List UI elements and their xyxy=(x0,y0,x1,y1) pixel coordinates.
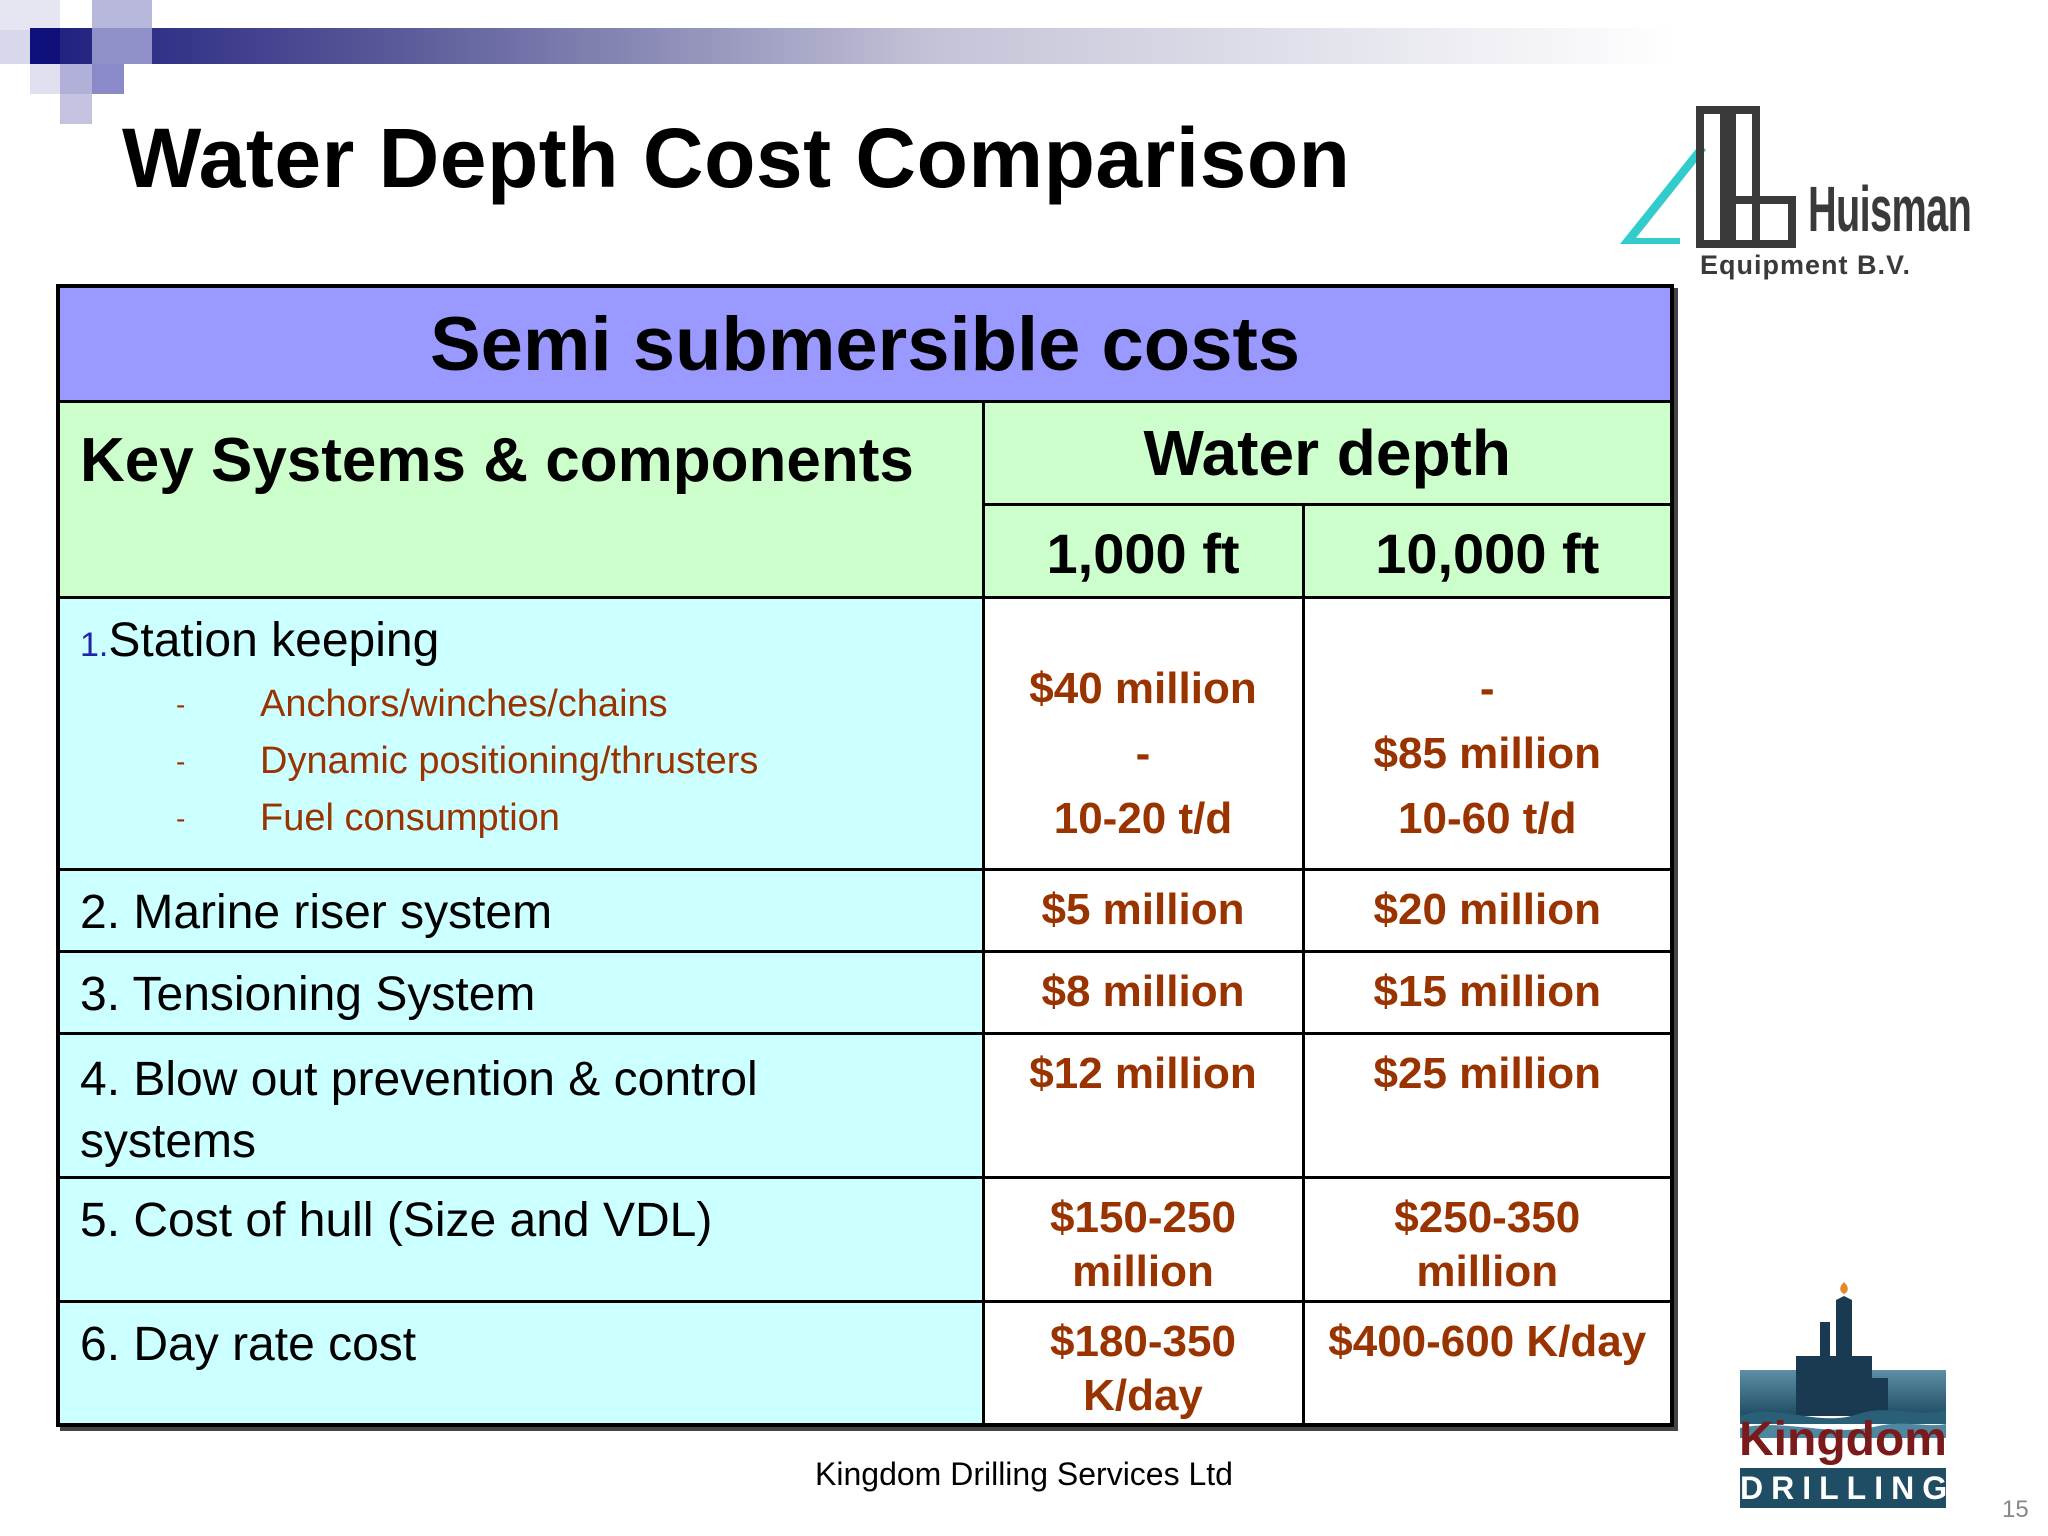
item-number: 1. xyxy=(80,626,109,664)
row-label: 5. Cost of hull (Size and VDL) xyxy=(56,1176,985,1303)
gradient-bar xyxy=(40,28,1676,64)
value-cell: $5 million xyxy=(981,868,1305,953)
decor-square xyxy=(60,64,92,94)
kingdom-logo-word: Kingdom xyxy=(1739,1413,1947,1466)
table-row: 4. Blow out prevention & control systems… xyxy=(56,1032,1674,1179)
decor-square xyxy=(92,28,152,64)
value-cell: $150-250 million xyxy=(981,1176,1305,1303)
decor-square xyxy=(92,64,124,94)
value-cell: $8 million xyxy=(981,950,1305,1035)
value-text: 10-60 t/d xyxy=(1398,794,1577,843)
subitem-label: Fuel consumption xyxy=(260,797,560,839)
table-row: 2. Marine riser system $5 million $20 mi… xyxy=(56,868,1674,953)
dash-bullet: - xyxy=(176,745,186,777)
table-row: 1.Station keeping - Anchors/winches/chai… xyxy=(56,596,1674,871)
value-text: $40 million xyxy=(1029,664,1257,713)
kingdom-logo-band: DRILLING xyxy=(1740,1468,1956,1508)
value-text: - xyxy=(1135,729,1151,778)
slide-title: Water Depth Cost Comparison xyxy=(122,111,1351,205)
row-label: 4. Blow out prevention & control systems xyxy=(56,1032,985,1179)
list-item: - Anchors/winches/chains xyxy=(80,676,982,733)
dash-bullet: - xyxy=(176,688,186,720)
list-item: - Fuel consumption xyxy=(80,790,982,847)
item-label: Station keeping xyxy=(108,614,440,667)
huisman-logo-subtitle: Equipment B.V. xyxy=(1700,250,1912,280)
decor-square xyxy=(92,0,152,28)
column-header-water-depth: Water depth xyxy=(981,400,1674,506)
dash-bullet: - xyxy=(176,802,186,834)
list-item: - Dynamic positioning/thrusters xyxy=(80,733,982,790)
table-row: 5. Cost of hull (Size and VDL) $150-250 … xyxy=(56,1176,1674,1303)
table-row: 6. Day rate cost $180-350 K/day $400-600… xyxy=(56,1300,1674,1427)
kingdom-drilling-logo xyxy=(1740,1282,1946,1438)
footer-text: Kingdom Drilling Services Ltd xyxy=(815,1456,1233,1492)
value-text: - xyxy=(1479,664,1495,713)
decor-square xyxy=(0,30,30,64)
row-label: 3. Tensioning System xyxy=(56,950,985,1035)
table-heading: Semi submersible costs xyxy=(56,284,1674,403)
row-label-station-keeping: 1.Station keeping - Anchors/winches/chai… xyxy=(56,596,985,871)
decor-square xyxy=(60,94,92,124)
subitem-label: Anchors/winches/chains xyxy=(260,683,668,725)
cost-table: Semi submersible costs Key Systems & com… xyxy=(56,284,1675,1427)
huisman-logo xyxy=(1620,106,1796,248)
value-cell: $12 million xyxy=(981,1032,1305,1179)
column-header-1000ft: 1,000 ft xyxy=(981,503,1305,599)
value-cell: $20 million xyxy=(1301,868,1674,953)
value-cell: - $85 million 10-60 t/d xyxy=(1301,596,1674,871)
value-cell: $180-350 K/day xyxy=(981,1300,1305,1427)
row-label: 6. Day rate cost xyxy=(56,1300,985,1427)
value-cell: $15 million xyxy=(1301,950,1674,1035)
column-header-key-systems: Key Systems & components xyxy=(56,400,985,599)
value-text: $85 million xyxy=(1373,729,1601,778)
decor-square xyxy=(30,64,60,94)
value-cell: $25 million xyxy=(1301,1032,1674,1179)
decor-square xyxy=(0,0,60,30)
value-cell: $40 million - 10-20 t/d xyxy=(981,596,1305,871)
decor-square xyxy=(30,28,60,64)
column-header-10000ft: 10,000 ft xyxy=(1301,503,1674,599)
subitem-label: Dynamic positioning/thrusters xyxy=(260,740,759,782)
value-cell: $250-350 million xyxy=(1301,1176,1674,1303)
page-number: 15 xyxy=(2002,1496,2029,1523)
value-text: 10-20 t/d xyxy=(1053,794,1233,843)
huisman-logo-name: Huisman xyxy=(1808,173,1972,245)
row-label: 2. Marine riser system xyxy=(56,868,985,953)
value-cell: $400-600 K/day xyxy=(1301,1300,1674,1427)
table-row: 3. Tensioning System $8 million $15 mill… xyxy=(56,950,1674,1035)
